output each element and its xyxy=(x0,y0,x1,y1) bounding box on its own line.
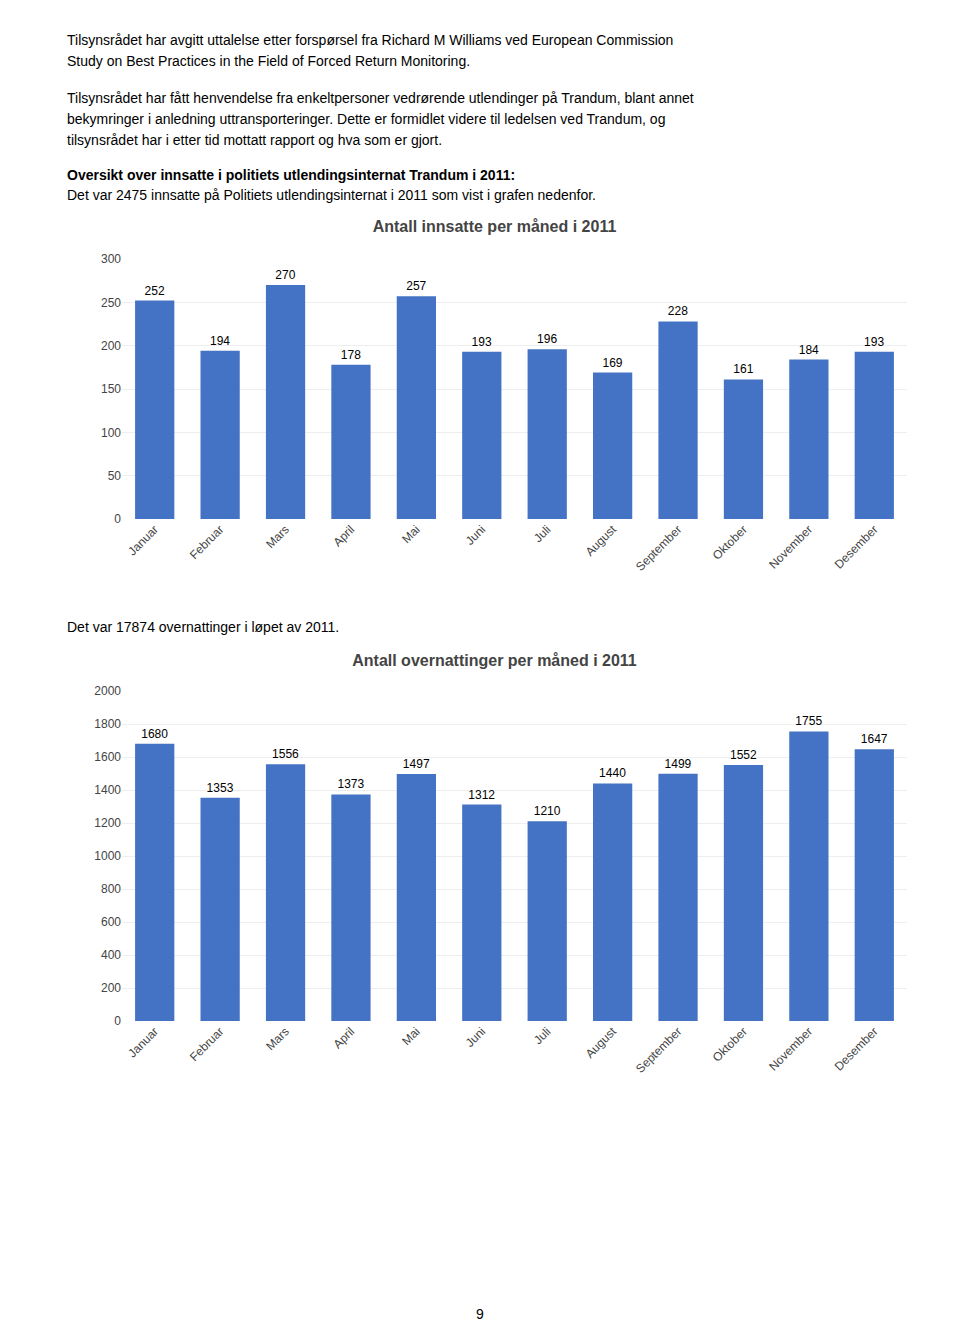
html-text:Det var 17874 overnattinger i: Det var 17874 overnattinger i løpet av 2… xyxy=(67,619,340,635)
svg-text:Mars: Mars xyxy=(263,1024,292,1053)
svg-text:0: 0 xyxy=(114,512,121,526)
svg-text:200: 200 xyxy=(101,981,121,995)
svg-text:Februar: Februar xyxy=(187,1024,227,1064)
svg-text:400: 400 xyxy=(101,948,121,962)
svg-text:Juli: Juli xyxy=(531,522,554,545)
svg-text:252: 252 xyxy=(145,284,165,298)
html-text:Tilsynsrådet har avgitt uttale: Tilsynsrådet har avgitt uttalelse etter … xyxy=(67,32,674,69)
svg-text:November: November xyxy=(766,1024,815,1073)
svg-text:Januar: Januar xyxy=(125,1024,161,1060)
svg-text:1556: 1556 xyxy=(272,747,299,761)
svg-text:August: August xyxy=(583,1024,620,1061)
svg-text:50: 50 xyxy=(108,469,122,483)
html-text:9: 9 xyxy=(476,1306,484,1322)
svg-text:161: 161 xyxy=(733,362,753,376)
svg-text:228: 228 xyxy=(668,304,688,318)
svg-text:178: 178 xyxy=(341,348,361,362)
svg-text:1200: 1200 xyxy=(94,816,121,830)
svg-text:1647: 1647 xyxy=(861,732,888,746)
svg-text:Juni: Juni xyxy=(463,1024,488,1049)
svg-text:1312: 1312 xyxy=(468,788,495,802)
svg-text:September: September xyxy=(633,1024,684,1075)
svg-text:September: September xyxy=(633,522,684,573)
svg-text:Desember: Desember xyxy=(832,1024,881,1073)
svg-text:1755: 1755 xyxy=(795,714,822,728)
svg-text:270: 270 xyxy=(275,268,295,282)
svg-text:Juni: Juni xyxy=(463,522,488,547)
svg-text:1497: 1497 xyxy=(403,757,430,771)
svg-text:Mai: Mai xyxy=(399,522,423,546)
svg-text:1552: 1552 xyxy=(730,748,757,762)
svg-text:Antall overnattinger per måned: Antall overnattinger per måned i 2011 xyxy=(352,652,637,669)
svg-text:1000: 1000 xyxy=(94,849,121,863)
svg-text:Oktober: Oktober xyxy=(710,522,750,562)
svg-text:193: 193 xyxy=(864,335,884,349)
svg-text:194: 194 xyxy=(210,334,230,348)
svg-text:1440: 1440 xyxy=(599,766,626,780)
svg-text:Februar: Februar xyxy=(187,522,227,562)
svg-text:1400: 1400 xyxy=(94,783,121,797)
svg-text:April: April xyxy=(330,1024,357,1051)
html-text:Tilsynsrådet har fått henvende: Tilsynsrådet har fått henvendelse fra en… xyxy=(67,90,694,148)
svg-text:100: 100 xyxy=(101,426,121,440)
svg-text:600: 600 xyxy=(101,915,121,929)
svg-text:April: April xyxy=(330,522,357,549)
svg-text:Oktober: Oktober xyxy=(710,1024,750,1064)
svg-text:2000: 2000 xyxy=(94,684,121,698)
svg-text:800: 800 xyxy=(101,882,121,896)
svg-text:Antall innsatte per måned i 20: Antall innsatte per måned i 2011 xyxy=(373,218,617,235)
svg-text:250: 250 xyxy=(101,296,121,310)
svg-text:August: August xyxy=(583,522,620,559)
svg-text:1353: 1353 xyxy=(207,781,234,795)
svg-text:1800: 1800 xyxy=(94,717,121,731)
svg-text:1210: 1210 xyxy=(534,804,561,818)
svg-text:257: 257 xyxy=(406,279,426,293)
svg-text:193: 193 xyxy=(472,335,492,349)
svg-text:Desember: Desember xyxy=(832,522,881,571)
svg-text:1680: 1680 xyxy=(141,727,168,741)
html-text:Oversikt over innsatte i polit: Oversikt over innsatte i politiets utlen… xyxy=(67,167,516,183)
svg-text:Juli: Juli xyxy=(531,1024,554,1047)
svg-text:1499: 1499 xyxy=(665,757,692,771)
svg-text:300: 300 xyxy=(101,252,121,266)
svg-text:Mars: Mars xyxy=(263,522,292,551)
svg-text:150: 150 xyxy=(101,382,121,396)
svg-text:1600: 1600 xyxy=(94,750,121,764)
svg-text:Januar: Januar xyxy=(125,522,161,558)
html-text:Det var 2475 innsatte på Polit: Det var 2475 innsatte på Politiets utlen… xyxy=(67,187,596,203)
svg-text:184: 184 xyxy=(799,343,819,357)
svg-text:169: 169 xyxy=(602,356,622,370)
svg-text:November: November xyxy=(766,522,815,571)
svg-text:200: 200 xyxy=(101,339,121,353)
svg-text:Mai: Mai xyxy=(399,1024,423,1048)
svg-text:196: 196 xyxy=(537,332,557,346)
svg-text:0: 0 xyxy=(114,1014,121,1028)
svg-text:1373: 1373 xyxy=(337,777,364,791)
